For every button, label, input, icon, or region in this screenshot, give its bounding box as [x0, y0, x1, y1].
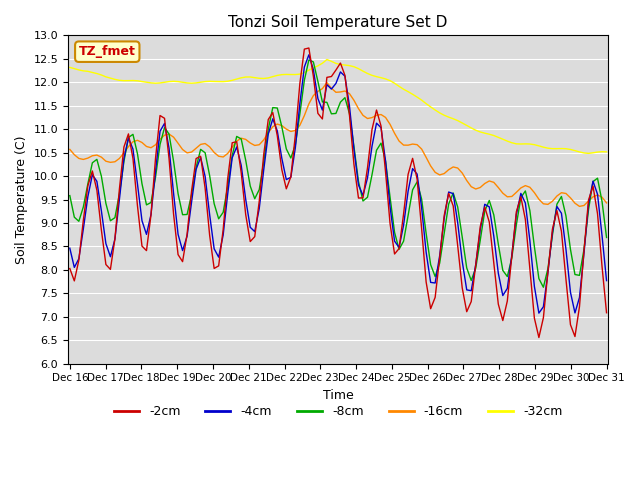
Legend: -2cm, -4cm, -8cm, -16cm, -32cm: -2cm, -4cm, -8cm, -16cm, -32cm: [109, 400, 568, 423]
X-axis label: Time: Time: [323, 389, 353, 402]
Text: TZ_fmet: TZ_fmet: [79, 45, 136, 58]
Title: Tonzi Soil Temperature Set D: Tonzi Soil Temperature Set D: [228, 15, 448, 30]
Y-axis label: Soil Temperature (C): Soil Temperature (C): [15, 135, 28, 264]
